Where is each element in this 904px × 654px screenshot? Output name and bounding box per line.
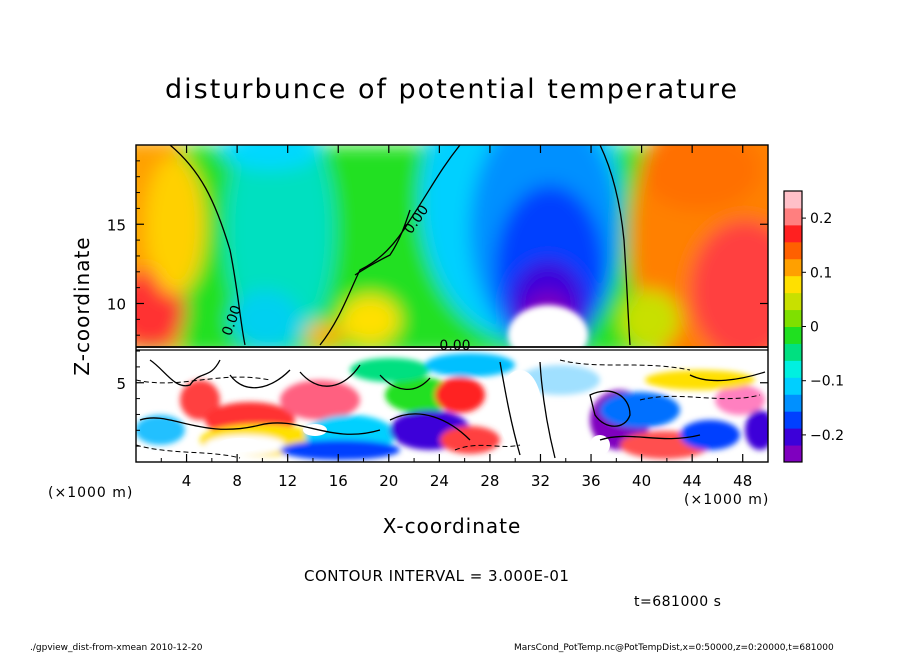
colorbar: 0.2 0.1 0 −0.1 −0.2 — [783, 190, 844, 463]
colorbar-segment — [784, 191, 802, 209]
x-tick-label: 24 — [430, 472, 449, 490]
y-tick-label: 10 — [107, 296, 126, 314]
colorbar-segment — [784, 445, 802, 463]
colorbar-tick-label: 0 — [810, 320, 819, 336]
colorbar-segment — [784, 360, 802, 378]
colorbar-segment — [784, 258, 802, 277]
colorbar-segment — [784, 377, 802, 395]
colorbar-segment — [784, 207, 802, 226]
colorbar-segment — [784, 292, 802, 311]
heatmap-field — [136, 145, 768, 462]
chart-title: disturbunce of potential temperature — [165, 74, 739, 105]
colorbar-segment — [784, 309, 802, 327]
colorbar-segment — [784, 224, 802, 243]
x-tick-label: 32 — [531, 472, 550, 490]
x-axis-label: X-coordinate — [382, 514, 522, 538]
colorbar-tick-label: 0.1 — [810, 265, 832, 281]
contour-label: 0.00 — [439, 338, 470, 354]
x-tick-label: 16 — [329, 472, 348, 490]
y-tick-label: 5 — [116, 375, 126, 393]
colorbar-segment — [784, 275, 802, 294]
x-tick-label: 36 — [581, 472, 600, 490]
colorbar-segment — [784, 394, 802, 412]
x-axis-unit-left: (×1000 m) — [48, 485, 134, 501]
contour-interval: CONTOUR INTERVAL = 3.000E-01 — [304, 567, 570, 585]
x-tick-label: 48 — [733, 472, 752, 490]
x-tick-label: 28 — [480, 472, 499, 490]
x-axis-unit-right: (×1000 m) — [684, 492, 770, 508]
colorbar-segment — [784, 241, 802, 260]
footer-left: ./gpview_dist-from-xmean 2010-12-20 — [30, 643, 203, 653]
colorbar-tick-label: −0.1 — [810, 374, 844, 390]
colorbar-segment — [784, 343, 802, 361]
x-tick-label: 40 — [632, 472, 651, 490]
x-tick-label: 8 — [232, 472, 242, 490]
colorbar-segment — [784, 326, 802, 344]
colorbar-segment — [784, 428, 802, 446]
x-tick-label: 12 — [278, 472, 297, 490]
colorbar-tick-label: 0.2 — [810, 211, 832, 227]
x-tick-label: 4 — [182, 472, 192, 490]
colorbar-tick-label: −0.2 — [810, 428, 844, 444]
footer-right: MarsCond_PotTemp.nc@PotTempDist,x=0:5000… — [514, 643, 834, 653]
x-tick-label: 44 — [683, 472, 702, 490]
y-tick-label: 15 — [107, 216, 126, 234]
time-stamp: t=681000 s — [634, 594, 722, 610]
colorbar-segment — [784, 411, 802, 429]
x-tick-label: 20 — [379, 472, 398, 490]
